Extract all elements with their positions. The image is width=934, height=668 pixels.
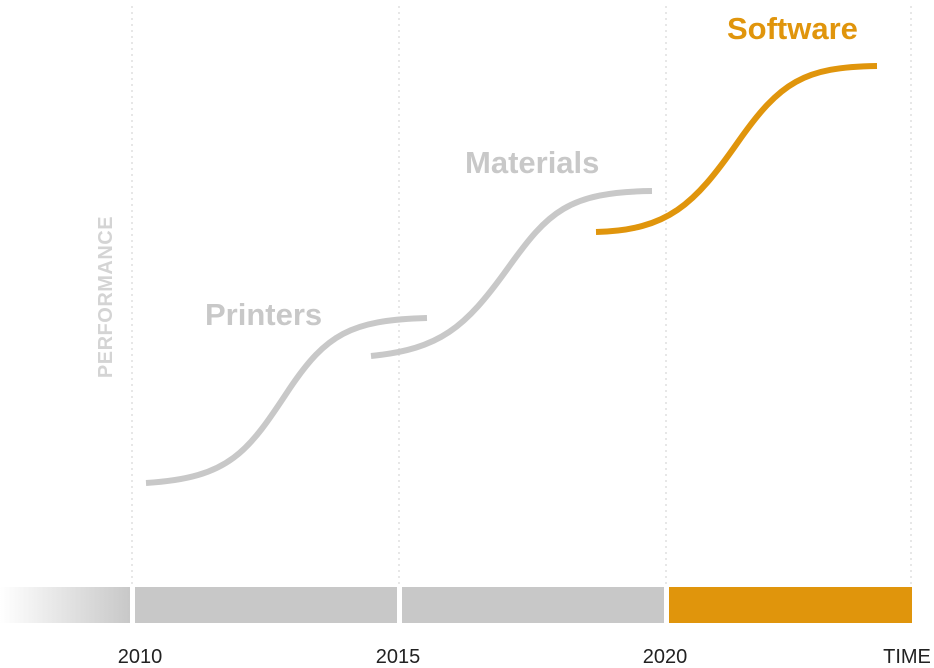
curve-materials — [370, 188, 653, 359]
timeline-segment-printers — [135, 587, 397, 623]
timeline-fade-segment — [0, 587, 130, 623]
timeline-segment-software — [669, 587, 912, 623]
tick-2010: 2010 — [118, 646, 163, 668]
tick-2015: 2015 — [376, 646, 421, 668]
y-axis-label: PERFORMANCE — [95, 216, 117, 378]
label-printers: Printers — [205, 297, 322, 332]
label-software: Software — [727, 11, 858, 46]
x-axis-label: TIME — [883, 646, 931, 668]
label-materials: Materials — [465, 145, 599, 180]
timeline-segment-materials — [402, 587, 664, 623]
curve-software — [595, 63, 878, 235]
curve-printers — [145, 315, 428, 486]
tick-2020: 2020 — [643, 646, 688, 668]
